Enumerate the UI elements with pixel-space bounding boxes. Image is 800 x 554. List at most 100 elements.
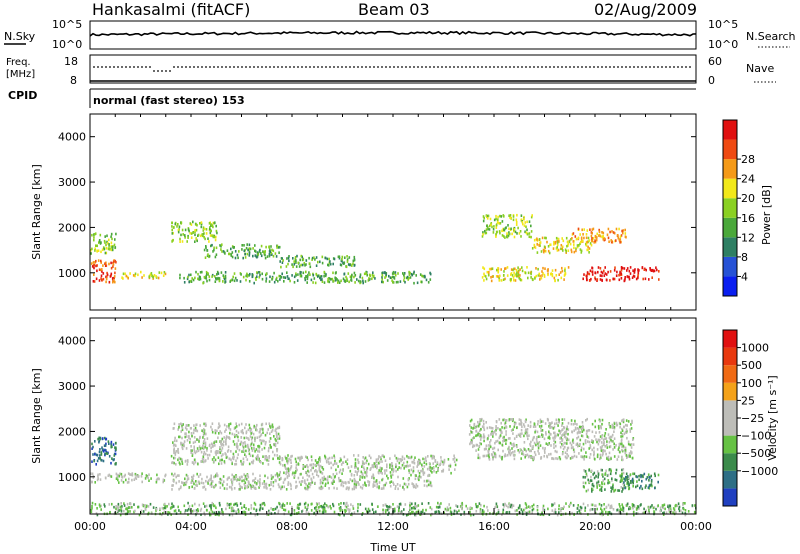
velocity-echo-cell — [588, 429, 591, 432]
velocity-echo-cell — [198, 445, 201, 448]
velocity-echo-cell — [178, 426, 180, 429]
power-echo-cell — [520, 218, 523, 221]
velocity-echo-cell — [137, 505, 139, 509]
velocity-echo-cell — [519, 423, 521, 426]
velocity-echo-cell — [621, 442, 623, 446]
velocity-echo-cell — [524, 511, 527, 514]
velocity-echo-cell — [501, 443, 504, 447]
velocity-echo-cell — [215, 506, 217, 510]
freq-dot — [249, 66, 251, 68]
velocity-echo-cell — [601, 444, 604, 448]
velocity-echo-cell — [584, 441, 587, 445]
velocity-echo-cell — [396, 483, 399, 486]
power-echo-cell — [99, 233, 102, 237]
velocity-echo-cell — [566, 452, 568, 456]
velocity-echo-cell — [478, 444, 480, 448]
power-echo-cell — [637, 268, 639, 271]
power-echo-cell — [115, 260, 117, 264]
power-echo-cell — [633, 275, 636, 278]
power-echo-cell — [503, 228, 505, 231]
velocity-echo-cell — [305, 471, 307, 474]
velocity-echo-cell — [244, 481, 247, 484]
velocity-echo-cell — [392, 503, 394, 506]
velocity-echo-cell — [542, 504, 545, 508]
power-echo-cell — [98, 279, 101, 282]
power-echo-cell — [562, 239, 565, 243]
velocity-echo-cell — [103, 444, 106, 447]
power-echo-cell — [403, 276, 406, 279]
velocity-echo-cell — [443, 458, 446, 462]
power-echo-cell — [487, 225, 489, 229]
velocity-echo-cell — [667, 505, 669, 508]
velocity-echo-cell — [92, 474, 95, 478]
velocity-echo-cell — [240, 436, 242, 439]
power-echo-cell — [91, 265, 94, 268]
power-echo-cell — [321, 255, 324, 259]
power-echo-cell — [281, 272, 283, 276]
velocity-echo-cell — [581, 455, 584, 459]
power-echo-cell — [356, 278, 358, 281]
velocity-echo-cell — [248, 423, 251, 427]
velocity-echo-cell — [122, 480, 125, 484]
velocity-echo-cell — [183, 504, 186, 508]
velocity-echo-cell — [495, 426, 497, 430]
freq-dot — [613, 66, 615, 68]
velocity-echo-cell — [626, 436, 628, 440]
velocity-echo-cell — [478, 502, 481, 505]
velocity-echo-cell — [218, 511, 220, 515]
velocity-echo-cell — [235, 474, 237, 477]
freq-dot — [325, 66, 327, 68]
power-echo-cell — [518, 276, 520, 280]
power-echo-cell — [148, 275, 150, 278]
velocity-echo-cell — [443, 460, 446, 464]
velocity-echo-cell — [471, 437, 474, 440]
velocity-echo-cell — [279, 462, 282, 466]
velocity-echo-cell — [197, 509, 199, 513]
velocity-echo-cell — [625, 431, 628, 434]
velocity-echo-cell — [452, 458, 455, 461]
velocity-echo-cell — [277, 474, 279, 477]
power-echo-cell — [340, 259, 343, 263]
velocity-echo-cell — [215, 440, 218, 443]
power-echo-cell — [588, 247, 591, 250]
power-echo-cell — [359, 273, 362, 276]
velocity-echo-cell — [238, 488, 240, 491]
power-echo-cell — [546, 240, 548, 244]
velocity-echo-cell — [516, 509, 518, 512]
velocity-echo-cell — [244, 441, 246, 444]
velocity-echo-cell — [293, 476, 296, 479]
velocity-echo-cell — [591, 448, 593, 452]
power-echo-cell — [493, 218, 496, 222]
velocity-echo-cell — [337, 465, 339, 468]
power-echo-cell — [580, 249, 583, 253]
velocity-echo-cell — [278, 461, 281, 464]
power-echo-cell — [181, 228, 184, 232]
velocity-echo-cell — [257, 458, 260, 462]
velocity-echo-cell — [440, 502, 442, 505]
velocity-echo-cell — [477, 431, 479, 435]
velocity-echo-cell — [317, 463, 319, 466]
velocity-echo-cell — [574, 419, 576, 423]
velocity-echo-cell — [357, 467, 359, 470]
velocity-echo-cell — [91, 507, 93, 510]
velocity-echo-cell — [557, 420, 560, 424]
freq-dot — [465, 66, 467, 68]
velocity-echo-cell — [526, 433, 528, 436]
velocity-echo-cell — [98, 440, 100, 444]
velocity-echo-cell — [537, 444, 540, 448]
power-colorbar-label-tick: 28 — [741, 153, 755, 166]
power-echo-cell — [519, 230, 522, 233]
velocity-echo-cell — [232, 452, 235, 456]
velocity-echo-cell — [191, 475, 193, 479]
velocity-echo-cell — [363, 476, 366, 479]
power-echo-cell — [523, 215, 525, 219]
velocity-echo-cell — [604, 472, 607, 475]
velocity-echo-cell — [172, 461, 174, 464]
velocity-echo-cell — [579, 511, 581, 515]
velocity-echo-cell — [509, 505, 512, 509]
velocity-echo-cell — [327, 460, 330, 464]
power-echo-cell — [202, 226, 205, 229]
velocity-echo-cell — [210, 508, 212, 511]
power-echo-cell — [342, 261, 344, 265]
velocity-echo-cell — [531, 446, 534, 450]
